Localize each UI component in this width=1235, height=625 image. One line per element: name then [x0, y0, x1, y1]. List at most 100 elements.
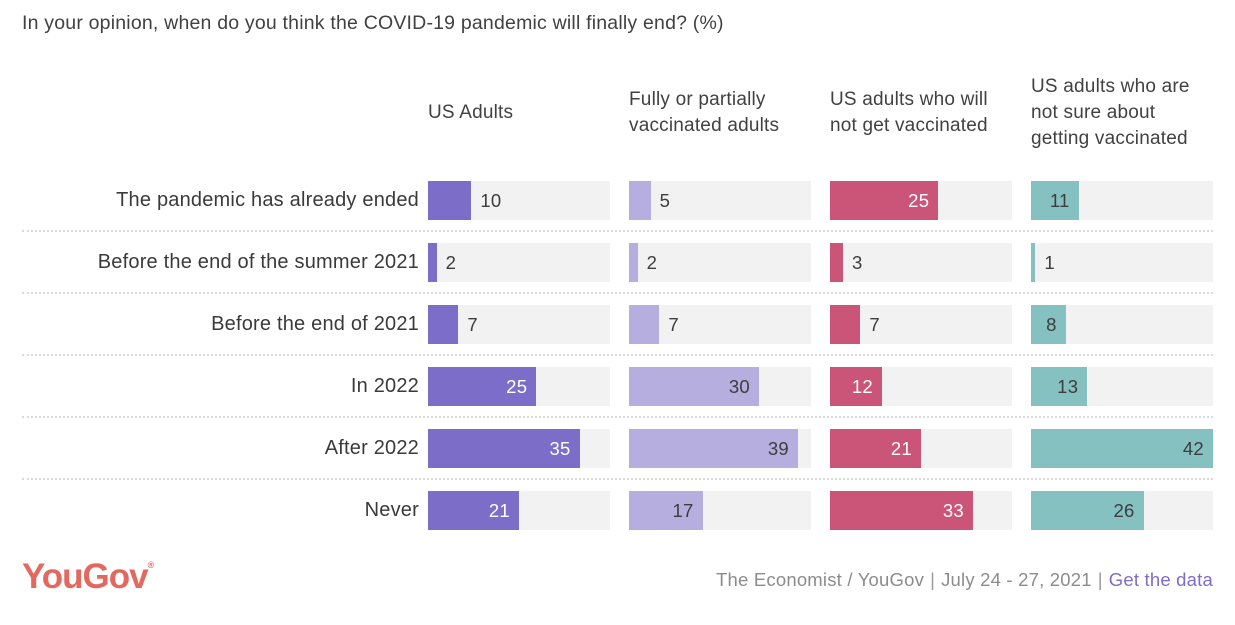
- bar: 11: [1031, 181, 1079, 220]
- bar-value-label: 10: [480, 189, 502, 211]
- row-separator: [22, 354, 1213, 356]
- bar-track: 25: [830, 181, 1012, 220]
- bar-track: 39: [629, 429, 811, 468]
- bar: 17: [629, 491, 703, 530]
- registered-mark: ®: [147, 560, 155, 570]
- bar-track: 8: [1031, 305, 1213, 344]
- footer: YouGov® The Economist / YouGov | July 24 -…: [22, 558, 1213, 596]
- bar-track: 1: [1031, 243, 1213, 282]
- chart-row: Never 21 17 33 26: [22, 491, 1213, 530]
- bar-value-label: 13: [1057, 375, 1079, 397]
- bar: 25: [830, 181, 939, 220]
- bar: 35: [428, 429, 580, 468]
- bar-value-label: 35: [549, 437, 571, 459]
- row-separator: [22, 478, 1213, 480]
- bar-track: 42: [1031, 429, 1213, 468]
- bar-value-label: 1: [1044, 251, 1055, 273]
- bar-track: 17: [629, 491, 811, 530]
- bar-track: 11: [1031, 181, 1213, 220]
- bar-value-label: 17: [672, 499, 694, 521]
- bar-value-label: 7: [668, 313, 679, 335]
- bar-track: 7: [428, 305, 610, 344]
- row-separator: [22, 416, 1213, 418]
- bar: 21: [428, 491, 519, 530]
- bar-track: 5: [629, 181, 811, 220]
- row-label: Before the end of 2021: [211, 313, 419, 335]
- chart-row: Before the end of the summer 2021 2 2 3 1: [22, 243, 1213, 282]
- row-separator: [22, 292, 1213, 294]
- bar-value-label: 8: [1046, 313, 1057, 335]
- bar-value-label: 5: [659, 189, 671, 211]
- footer-divider: |: [930, 569, 936, 590]
- bar-value-label: 42: [1182, 437, 1204, 459]
- source-line: The Economist / YouGov | July 24 - 27, 202…: [716, 569, 1213, 596]
- bar: [428, 181, 472, 220]
- bar: [830, 305, 861, 344]
- bar-value-label: 11: [1049, 189, 1070, 211]
- row-label: The pandemic has already ended: [116, 189, 419, 211]
- bar-value-label: 2: [646, 251, 658, 273]
- chart-rows: The pandemic has already ended 10 5 25 11 Bef…: [22, 181, 1213, 530]
- bar-value-label: 25: [908, 189, 930, 211]
- bar: 25: [428, 367, 537, 406]
- bar: 8: [1031, 305, 1066, 344]
- row-label: In 2022: [350, 375, 419, 397]
- chart-row: Before the end of 2021 7 7 7 8: [22, 305, 1213, 344]
- bar-value-label: 26: [1113, 499, 1135, 521]
- column-header-not-sure: US adults who are not sure about getting…: [1031, 76, 1190, 149]
- bar-track: 35: [428, 429, 610, 468]
- date-range: July 24 - 27, 2021: [941, 569, 1092, 590]
- column-header-vaccinated: Fully or partially vaccinated adults: [629, 89, 780, 136]
- bar-value-label: 12: [851, 375, 873, 397]
- column-header-not-vaccinated: US adults who will not get vaccinated: [830, 89, 988, 136]
- bar-value-label: 30: [728, 375, 750, 397]
- bar-track: 7: [629, 305, 811, 344]
- chart-title: In your opinion, when do you think the C…: [22, 12, 724, 34]
- bar: 26: [1031, 491, 1144, 530]
- source-text: The Economist / YouGov: [716, 569, 925, 590]
- bar-value-label: 39: [767, 437, 789, 459]
- bar: [629, 305, 660, 344]
- bar-track: 21: [830, 429, 1012, 468]
- row-separator: [22, 230, 1213, 232]
- bar-value-label: 7: [869, 313, 880, 335]
- footer-divider: |: [1097, 569, 1103, 590]
- bar: 12: [830, 367, 882, 406]
- bar-track: 10: [428, 181, 610, 220]
- bar-track: 7: [830, 305, 1012, 344]
- bar-track: 2: [428, 243, 610, 282]
- bar-value-label: 3: [852, 251, 863, 273]
- bar: 30: [629, 367, 759, 406]
- yougov-logo: YouGov®: [22, 557, 155, 596]
- bar-value-label: 7: [467, 313, 478, 335]
- row-label: Before the end of the summer 2021: [97, 251, 419, 273]
- bar-track: 25: [428, 367, 610, 406]
- bar: [830, 243, 843, 282]
- bar-value-label: 2: [445, 251, 457, 273]
- get-the-data-link[interactable]: Get the data: [1108, 569, 1213, 590]
- bar: 21: [830, 429, 921, 468]
- column-headers: US Adults Fully or partially vaccinated …: [22, 57, 1213, 169]
- bar-track: 26: [1031, 491, 1213, 530]
- column-header-us-adults: US Adults: [428, 102, 514, 123]
- bar-value-label: 21: [488, 499, 510, 521]
- bar: [428, 305, 459, 344]
- bar: [1031, 243, 1036, 282]
- bar-track: 21: [428, 491, 610, 530]
- bar-value-label: 25: [506, 375, 528, 397]
- bar-value-label: 21: [890, 437, 912, 459]
- chart-row: In 2022 25 30 12 13: [22, 367, 1213, 406]
- bar: 39: [629, 429, 798, 468]
- row-label: After 2022: [324, 437, 419, 459]
- bar: [629, 243, 638, 282]
- bar: 42: [1031, 429, 1213, 468]
- bar-track: 33: [830, 491, 1012, 530]
- bar: [428, 243, 437, 282]
- chart-row: The pandemic has already ended 10 5 25 11: [22, 181, 1213, 220]
- bar: 33: [830, 491, 973, 530]
- bar-value-label: 33: [942, 499, 964, 521]
- chart: US Adults Fully or partially vaccinated …: [22, 57, 1213, 530]
- chart-row: After 2022 35 39 21 42: [22, 429, 1213, 468]
- bar-track: 12: [830, 367, 1012, 406]
